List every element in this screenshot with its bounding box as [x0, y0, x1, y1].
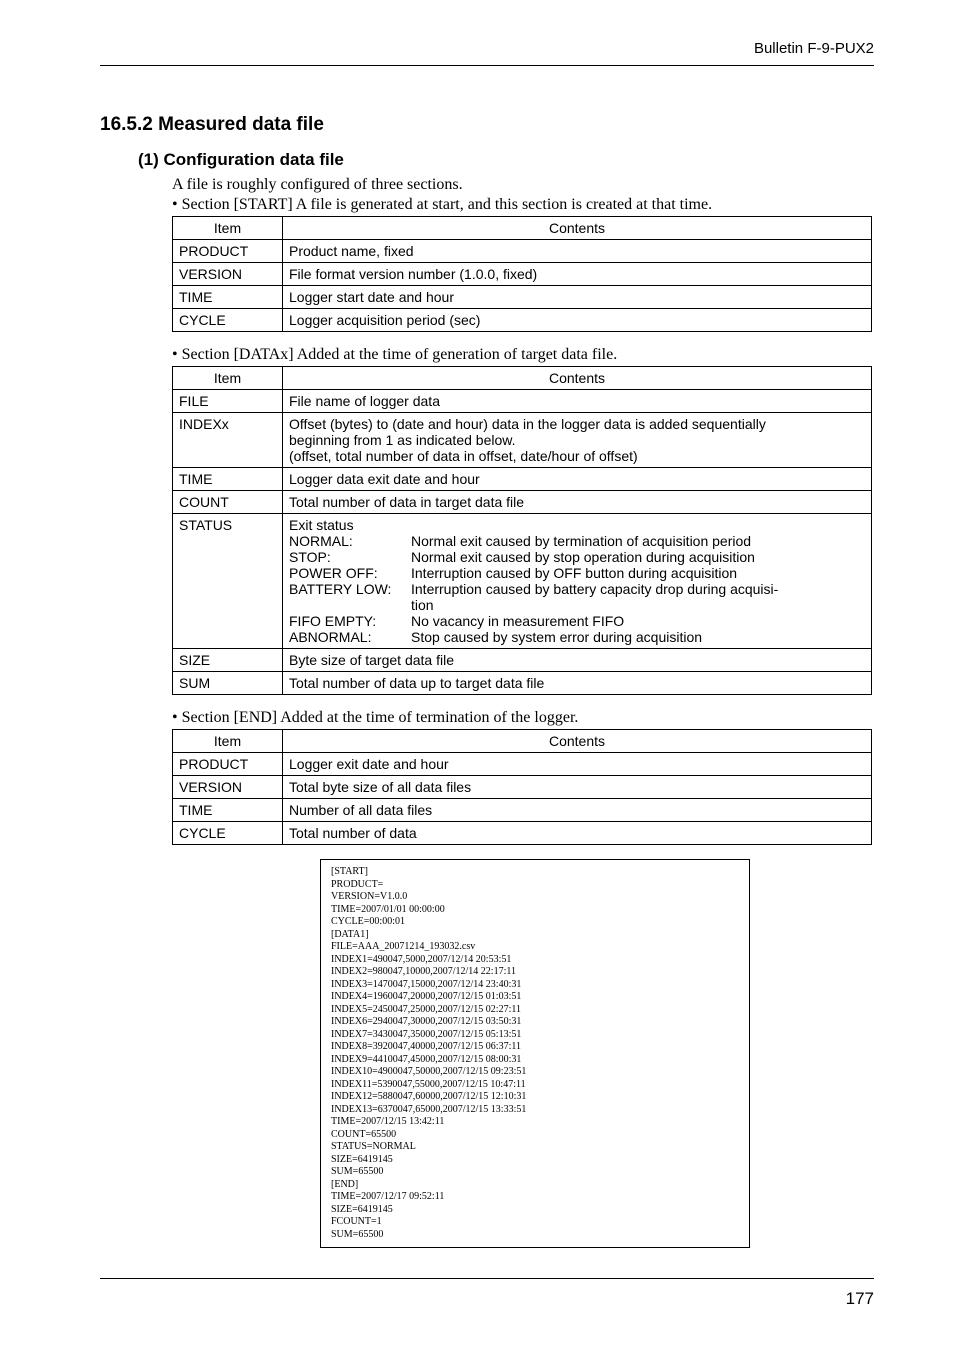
- table-row: SUM Total number of data up to target da…: [173, 672, 872, 695]
- status-row: tion: [289, 597, 865, 613]
- cell-contents: Offset (bytes) to (date and hour) data i…: [283, 413, 872, 468]
- cell-item: STATUS: [173, 514, 283, 649]
- subsection-heading: (1) Configuration data file: [138, 150, 874, 170]
- status-desc: Normal exit caused by stop operation dur…: [411, 549, 865, 565]
- col-contents: Contents: [283, 217, 872, 240]
- example-code-box: [START] PRODUCT= VERSION=V1.0.0 TIME=200…: [320, 859, 750, 1248]
- status-row: POWER OFF: Interruption caused by OFF bu…: [289, 565, 865, 581]
- status-label: POWER OFF:: [289, 565, 411, 581]
- status-label: STOP:: [289, 549, 411, 565]
- status-desc: tion: [411, 597, 865, 613]
- cell-contents: Logger start date and hour: [283, 286, 872, 309]
- status-desc: Normal exit caused by termination of acq…: [411, 533, 865, 549]
- status-row: ABNORMAL: Stop caused by system error du…: [289, 629, 865, 645]
- cell-contents: Logger data exit date and hour: [283, 468, 872, 491]
- cell-item: SIZE: [173, 649, 283, 672]
- status-desc: Interruption caused by OFF button during…: [411, 565, 865, 581]
- cell-item: TIME: [173, 468, 283, 491]
- status-label: BATTERY LOW:: [289, 581, 411, 597]
- cell-item: TIME: [173, 799, 283, 822]
- status-label: ABNORMAL:: [289, 629, 411, 645]
- start-table: Item Contents PRODUCT Product name, fixe…: [172, 216, 872, 332]
- status-head: Exit status: [289, 517, 865, 533]
- page-number: 177: [100, 1289, 874, 1309]
- intro-text: A file is roughly configured of three se…: [172, 176, 874, 194]
- status-row: NORMAL: Normal exit caused by terminatio…: [289, 533, 865, 549]
- datax-section-bullet: • Section [DATAx] Added at the time of g…: [172, 346, 874, 364]
- cell-item: INDEXx: [173, 413, 283, 468]
- cell-item: PRODUCT: [173, 240, 283, 263]
- table-row: SIZE Byte size of target data file: [173, 649, 872, 672]
- cell-contents: Byte size of target data file: [283, 649, 872, 672]
- status-label: FIFO EMPTY:: [289, 613, 411, 629]
- cell-contents: Total number of data in target data file: [283, 491, 872, 514]
- col-item: Item: [173, 367, 283, 390]
- indexx-line2: beginning from 1 as indicated below.: [289, 432, 865, 448]
- end-table: Item Contents PRODUCT Logger exit date a…: [172, 729, 872, 845]
- cell-contents: Logger exit date and hour: [283, 753, 872, 776]
- table-row: TIME Number of all data files: [173, 799, 872, 822]
- bulletin-id: Bulletin F-9-PUX2: [100, 40, 874, 57]
- indexx-line1: Offset (bytes) to (date and hour) data i…: [289, 416, 865, 432]
- cell-contents: Total byte size of all data files: [283, 776, 872, 799]
- col-contents: Contents: [283, 730, 872, 753]
- cell-contents: Number of all data files: [283, 799, 872, 822]
- section-heading: 16.5.2 Measured data file: [100, 114, 874, 136]
- table-row: INDEXx Offset (bytes) to (date and hour)…: [173, 413, 872, 468]
- cell-item: SUM: [173, 672, 283, 695]
- cell-contents: File format version number (1.0.0, fixed…: [283, 263, 872, 286]
- status-desc: Interruption caused by battery capacity …: [411, 581, 865, 597]
- table-row: CYCLE Total number of data: [173, 822, 872, 845]
- status-label: NORMAL:: [289, 533, 411, 549]
- col-item: Item: [173, 730, 283, 753]
- cell-item: VERSION: [173, 263, 283, 286]
- status-desc: Stop caused by system error during acqui…: [411, 629, 865, 645]
- cell-contents: Exit status NORMAL: Normal exit caused b…: [283, 514, 872, 649]
- cell-contents: Logger acquisition period (sec): [283, 309, 872, 332]
- cell-item: FILE: [173, 390, 283, 413]
- status-row: BATTERY LOW: Interruption caused by batt…: [289, 581, 865, 597]
- cell-item: PRODUCT: [173, 753, 283, 776]
- cell-item: TIME: [173, 286, 283, 309]
- header-rule: [100, 65, 874, 66]
- status-label: [289, 597, 411, 613]
- col-item: Item: [173, 217, 283, 240]
- status-row: STOP: Normal exit caused by stop operati…: [289, 549, 865, 565]
- cell-item: CYCLE: [173, 309, 283, 332]
- cell-contents: Product name, fixed: [283, 240, 872, 263]
- table-header-row: Item Contents: [173, 367, 872, 390]
- start-section-bullet: • Section [START] A file is generated at…: [172, 196, 874, 214]
- table-row: CYCLE Logger acquisition period (sec): [173, 309, 872, 332]
- table-header-row: Item Contents: [173, 217, 872, 240]
- table-row: STATUS Exit status NORMAL: Normal exit c…: [173, 514, 872, 649]
- cell-contents: Total number of data: [283, 822, 872, 845]
- table-row: PRODUCT Logger exit date and hour: [173, 753, 872, 776]
- table-row: TIME Logger data exit date and hour: [173, 468, 872, 491]
- datax-table: Item Contents FILE File name of logger d…: [172, 366, 872, 695]
- cell-contents: Total number of data up to target data f…: [283, 672, 872, 695]
- cell-contents: File name of logger data: [283, 390, 872, 413]
- footer-rule: [100, 1278, 874, 1279]
- table-row: COUNT Total number of data in target dat…: [173, 491, 872, 514]
- cell-item: CYCLE: [173, 822, 283, 845]
- col-contents: Contents: [283, 367, 872, 390]
- table-row: TIME Logger start date and hour: [173, 286, 872, 309]
- indexx-line3: (offset, total number of data in offset,…: [289, 448, 865, 464]
- cell-item: COUNT: [173, 491, 283, 514]
- table-row: PRODUCT Product name, fixed: [173, 240, 872, 263]
- table-row: VERSION File format version number (1.0.…: [173, 263, 872, 286]
- table-row: VERSION Total byte size of all data file…: [173, 776, 872, 799]
- cell-item: VERSION: [173, 776, 283, 799]
- status-desc: No vacancy in measurement FIFO: [411, 613, 865, 629]
- table-header-row: Item Contents: [173, 730, 872, 753]
- status-row: FIFO EMPTY: No vacancy in measurement FI…: [289, 613, 865, 629]
- table-row: FILE File name of logger data: [173, 390, 872, 413]
- end-section-bullet: • Section [END] Added at the time of ter…: [172, 709, 874, 727]
